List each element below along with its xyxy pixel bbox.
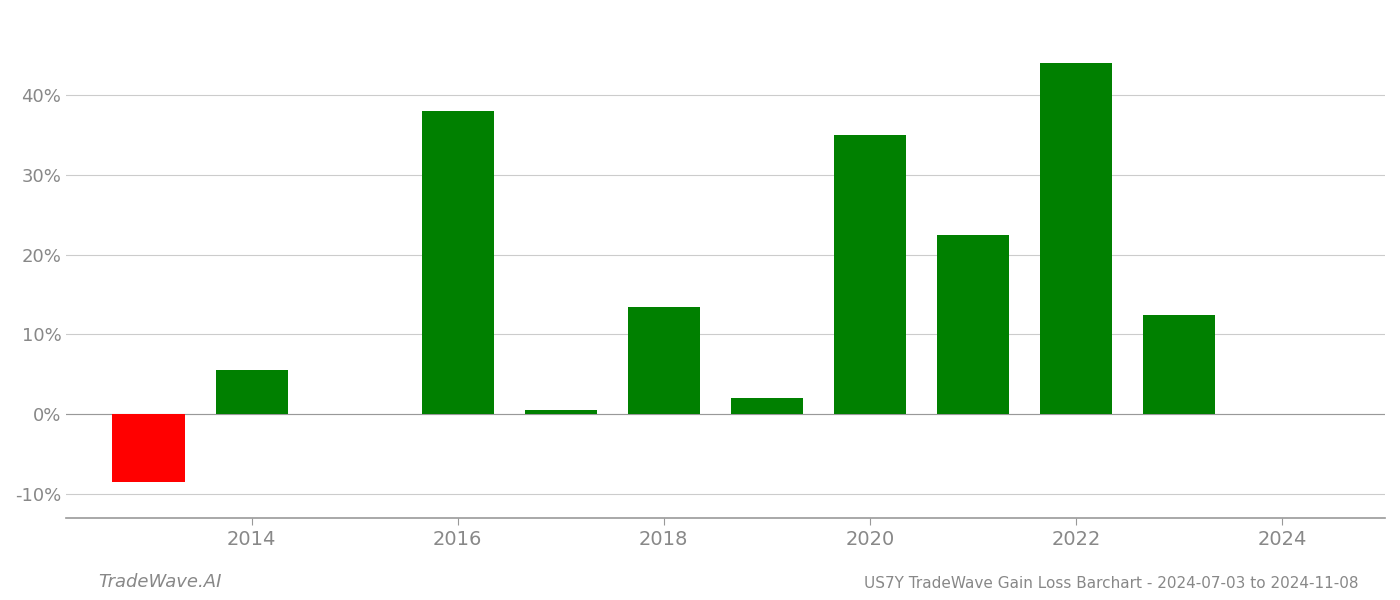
Bar: [1040, 63, 1112, 415]
Bar: [627, 307, 700, 415]
Bar: [937, 235, 1009, 415]
Bar: [731, 398, 802, 415]
Bar: [834, 135, 906, 415]
Text: TradeWave.AI: TradeWave.AI: [98, 573, 221, 591]
Bar: [525, 410, 596, 415]
Bar: [216, 370, 287, 415]
Bar: [1142, 314, 1215, 415]
Bar: [421, 111, 494, 415]
Bar: [112, 415, 185, 482]
Text: US7Y TradeWave Gain Loss Barchart - 2024-07-03 to 2024-11-08: US7Y TradeWave Gain Loss Barchart - 2024…: [864, 576, 1358, 591]
